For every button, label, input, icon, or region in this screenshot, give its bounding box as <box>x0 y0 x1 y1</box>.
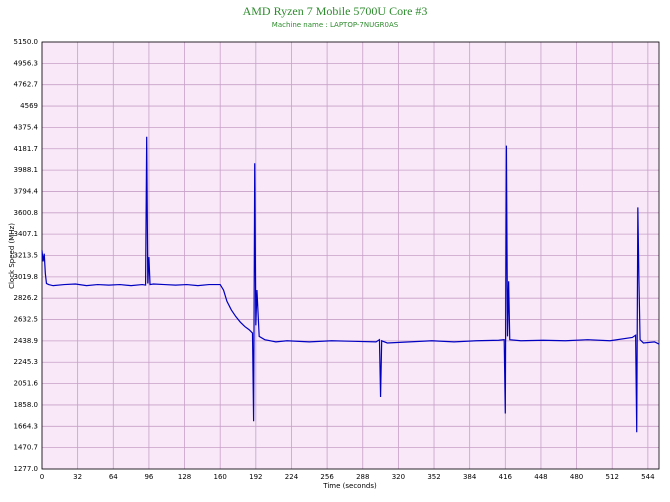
y-tick-label: 3407.1 <box>14 230 39 238</box>
x-tick-label: 256 <box>320 473 334 481</box>
y-tick-label: 4181.7 <box>14 145 39 153</box>
x-tick-label: 448 <box>534 473 547 481</box>
y-tick-label: 2245.3 <box>14 358 39 366</box>
y-tick-label: 4569 <box>20 102 38 110</box>
y-tick-label: 1277.0 <box>14 465 39 473</box>
x-tick-label: 64 <box>109 473 118 481</box>
y-axis-label: Clock Speed (MHz) <box>8 223 16 289</box>
x-tick-label: 416 <box>499 473 513 481</box>
y-tick-label: 1470.7 <box>14 444 39 452</box>
y-tick-label: 4375.4 <box>14 123 39 131</box>
y-tick-label: 4956.3 <box>14 59 39 67</box>
x-tick-label: 224 <box>285 473 299 481</box>
x-tick-label: 32 <box>73 473 82 481</box>
x-tick-label: 288 <box>356 473 369 481</box>
chart-subtitle: Machine name : LAPTOP-7NUGR0AS <box>272 21 399 29</box>
y-tick-label: 3600.8 <box>14 209 39 217</box>
y-tick-label: 3213.5 <box>14 252 39 260</box>
y-tick-label: 2826.2 <box>14 294 39 302</box>
data-line <box>41 136 660 433</box>
x-tick-label: 512 <box>606 473 619 481</box>
y-tick-label: 1664.3 <box>14 422 39 430</box>
x-tick-label: 480 <box>570 473 583 481</box>
x-tick-label: 96 <box>144 473 153 481</box>
y-tick-label: 3794.4 <box>14 187 39 195</box>
y-tick-label: 3988.1 <box>14 166 39 174</box>
y-tick-label: 2051.6 <box>14 380 39 388</box>
y-tick-label: 2632.5 <box>14 316 39 324</box>
x-tick-label: 320 <box>392 473 405 481</box>
y-tick-label: 4762.7 <box>14 81 39 89</box>
x-tick-label: 160 <box>214 473 227 481</box>
y-tick-label: 3019.8 <box>14 273 39 281</box>
chart-title: AMD Ryzen 7 Mobile 5700U Core #3 <box>243 4 428 18</box>
x-tick-label: 544 <box>641 473 655 481</box>
x-tick-label: 352 <box>427 473 440 481</box>
x-tick-label: 0 <box>40 473 44 481</box>
y-tick-label: 1858.0 <box>14 401 39 409</box>
y-tick-label: 2438.9 <box>14 337 39 345</box>
y-tick-label: 5150.0 <box>14 38 39 46</box>
x-tick-label: 192 <box>249 473 262 481</box>
x-tick-label: 384 <box>463 473 477 481</box>
x-axis-label: Time (seconds) <box>322 482 377 490</box>
x-tick-label: 128 <box>178 473 191 481</box>
